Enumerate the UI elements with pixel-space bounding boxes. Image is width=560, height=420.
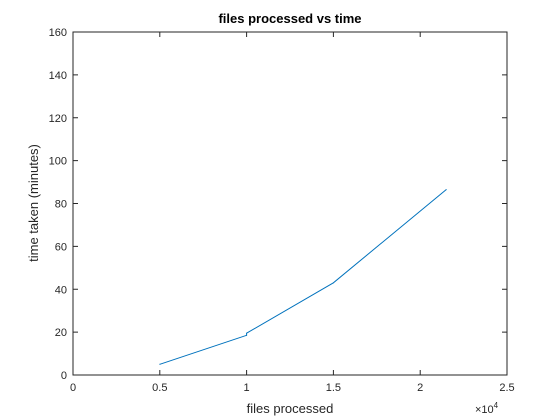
- y-tick-label: 0: [61, 370, 67, 382]
- x-tick-label: 2: [417, 382, 423, 394]
- chart-title: files processed vs time: [218, 11, 361, 26]
- x-axis-ticks: 0 0.5 1 1.5 2 2.5: [70, 32, 515, 394]
- y-tick-label: 160: [49, 27, 67, 39]
- x-axis-exponent-power: 4: [494, 401, 499, 410]
- y-axis-ticks: 0 20 40 60 80 100 120 140 160: [49, 27, 507, 382]
- y-axis-label: time taken (minutes): [26, 144, 41, 262]
- plot-area: [73, 32, 507, 375]
- y-tick-label: 140: [49, 70, 67, 82]
- y-tick-label: 80: [55, 199, 67, 211]
- x-tick-label: 1: [244, 382, 250, 394]
- y-tick-label: 20: [55, 327, 67, 339]
- x-axis-exponent: ×104: [475, 401, 499, 416]
- y-tick-label: 40: [55, 284, 67, 296]
- data-point: [332, 282, 334, 284]
- x-tick-label: 2.5: [499, 382, 514, 394]
- y-tick-label: 100: [49, 156, 67, 168]
- data-point: [159, 363, 161, 365]
- x-tick-label: 1.5: [326, 382, 341, 394]
- x-tick-label: 0: [70, 382, 76, 394]
- x-axis-exponent-base: ×10: [475, 404, 494, 416]
- data-point: [246, 334, 248, 336]
- data-point: [445, 189, 447, 191]
- series-layer: [159, 189, 447, 365]
- x-axis-label: files processed: [247, 401, 334, 416]
- y-tick-label: 60: [55, 241, 67, 253]
- y-tick-label: 120: [49, 113, 67, 125]
- x-tick-label: 0.5: [152, 382, 167, 394]
- data-point: [246, 332, 248, 334]
